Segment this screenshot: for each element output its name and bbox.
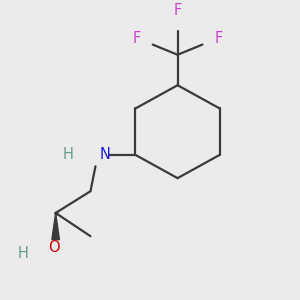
Text: H: H [62,147,73,162]
Text: H: H [18,246,29,261]
Text: F: F [173,4,182,19]
Text: O: O [48,240,60,255]
Text: F: F [214,31,223,46]
Text: F: F [133,31,141,46]
Text: N: N [100,147,111,162]
Polygon shape [52,213,59,240]
